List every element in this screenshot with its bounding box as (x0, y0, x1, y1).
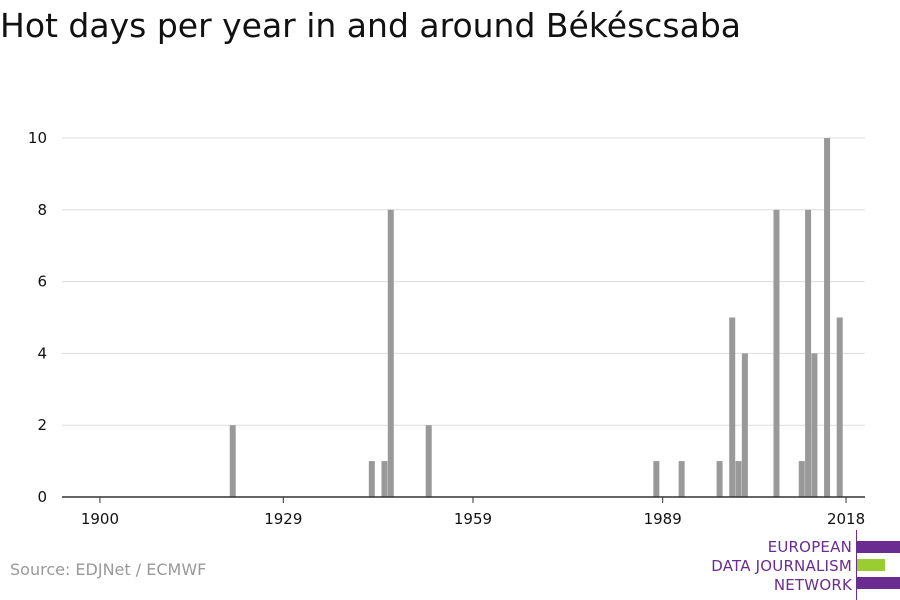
bar (229, 425, 236, 497)
y-tick-label: 10 (28, 129, 47, 147)
bar (368, 461, 375, 497)
bar-layer (229, 138, 843, 498)
logo-bar-purple-bottom (857, 577, 900, 589)
logo-bar-green (857, 559, 885, 571)
logo-divider (856, 530, 857, 600)
bar (716, 461, 723, 497)
x-tick-label: 1959 (454, 510, 492, 528)
bar (729, 317, 736, 497)
bar (811, 353, 818, 497)
logo-line-3: NETWORK (773, 576, 852, 594)
edjnet-logo: EUROPEAN DATA JOURNALISM NETWORK (700, 530, 900, 600)
axis-layer: 0 2 4 6 8 10 1900 1929 1959 1989 2018 (28, 129, 865, 528)
logo-line-1: EUROPEAN (767, 538, 852, 556)
bar (836, 317, 843, 497)
logo-line-2: DATA JOURNALISM (711, 557, 852, 575)
y-tick-label: 8 (37, 201, 47, 219)
chart-title: Hot days per year in and around Békéscsa… (0, 6, 742, 45)
y-tick-label: 0 (37, 488, 47, 506)
logo-bar-purple-top (857, 541, 900, 553)
bar (653, 461, 660, 497)
x-tick-label: 2018 (827, 510, 865, 528)
x-tick-label: 1900 (81, 510, 119, 528)
bar (387, 209, 394, 498)
x-tick-label: 1929 (264, 510, 302, 528)
source-note: Source: EDJNet / ECMWF (10, 560, 207, 579)
bar (824, 138, 831, 497)
bar (805, 209, 812, 498)
bar (798, 461, 805, 497)
bar (678, 461, 685, 497)
bar (735, 461, 742, 497)
bar (773, 209, 780, 498)
y-tick-label: 2 (37, 416, 47, 434)
bar (381, 461, 388, 497)
y-tick-label: 6 (37, 273, 47, 291)
x-tick-label: 1989 (644, 510, 682, 528)
bar (741, 353, 748, 497)
y-tick-label: 4 (37, 344, 47, 362)
bar (425, 425, 432, 497)
